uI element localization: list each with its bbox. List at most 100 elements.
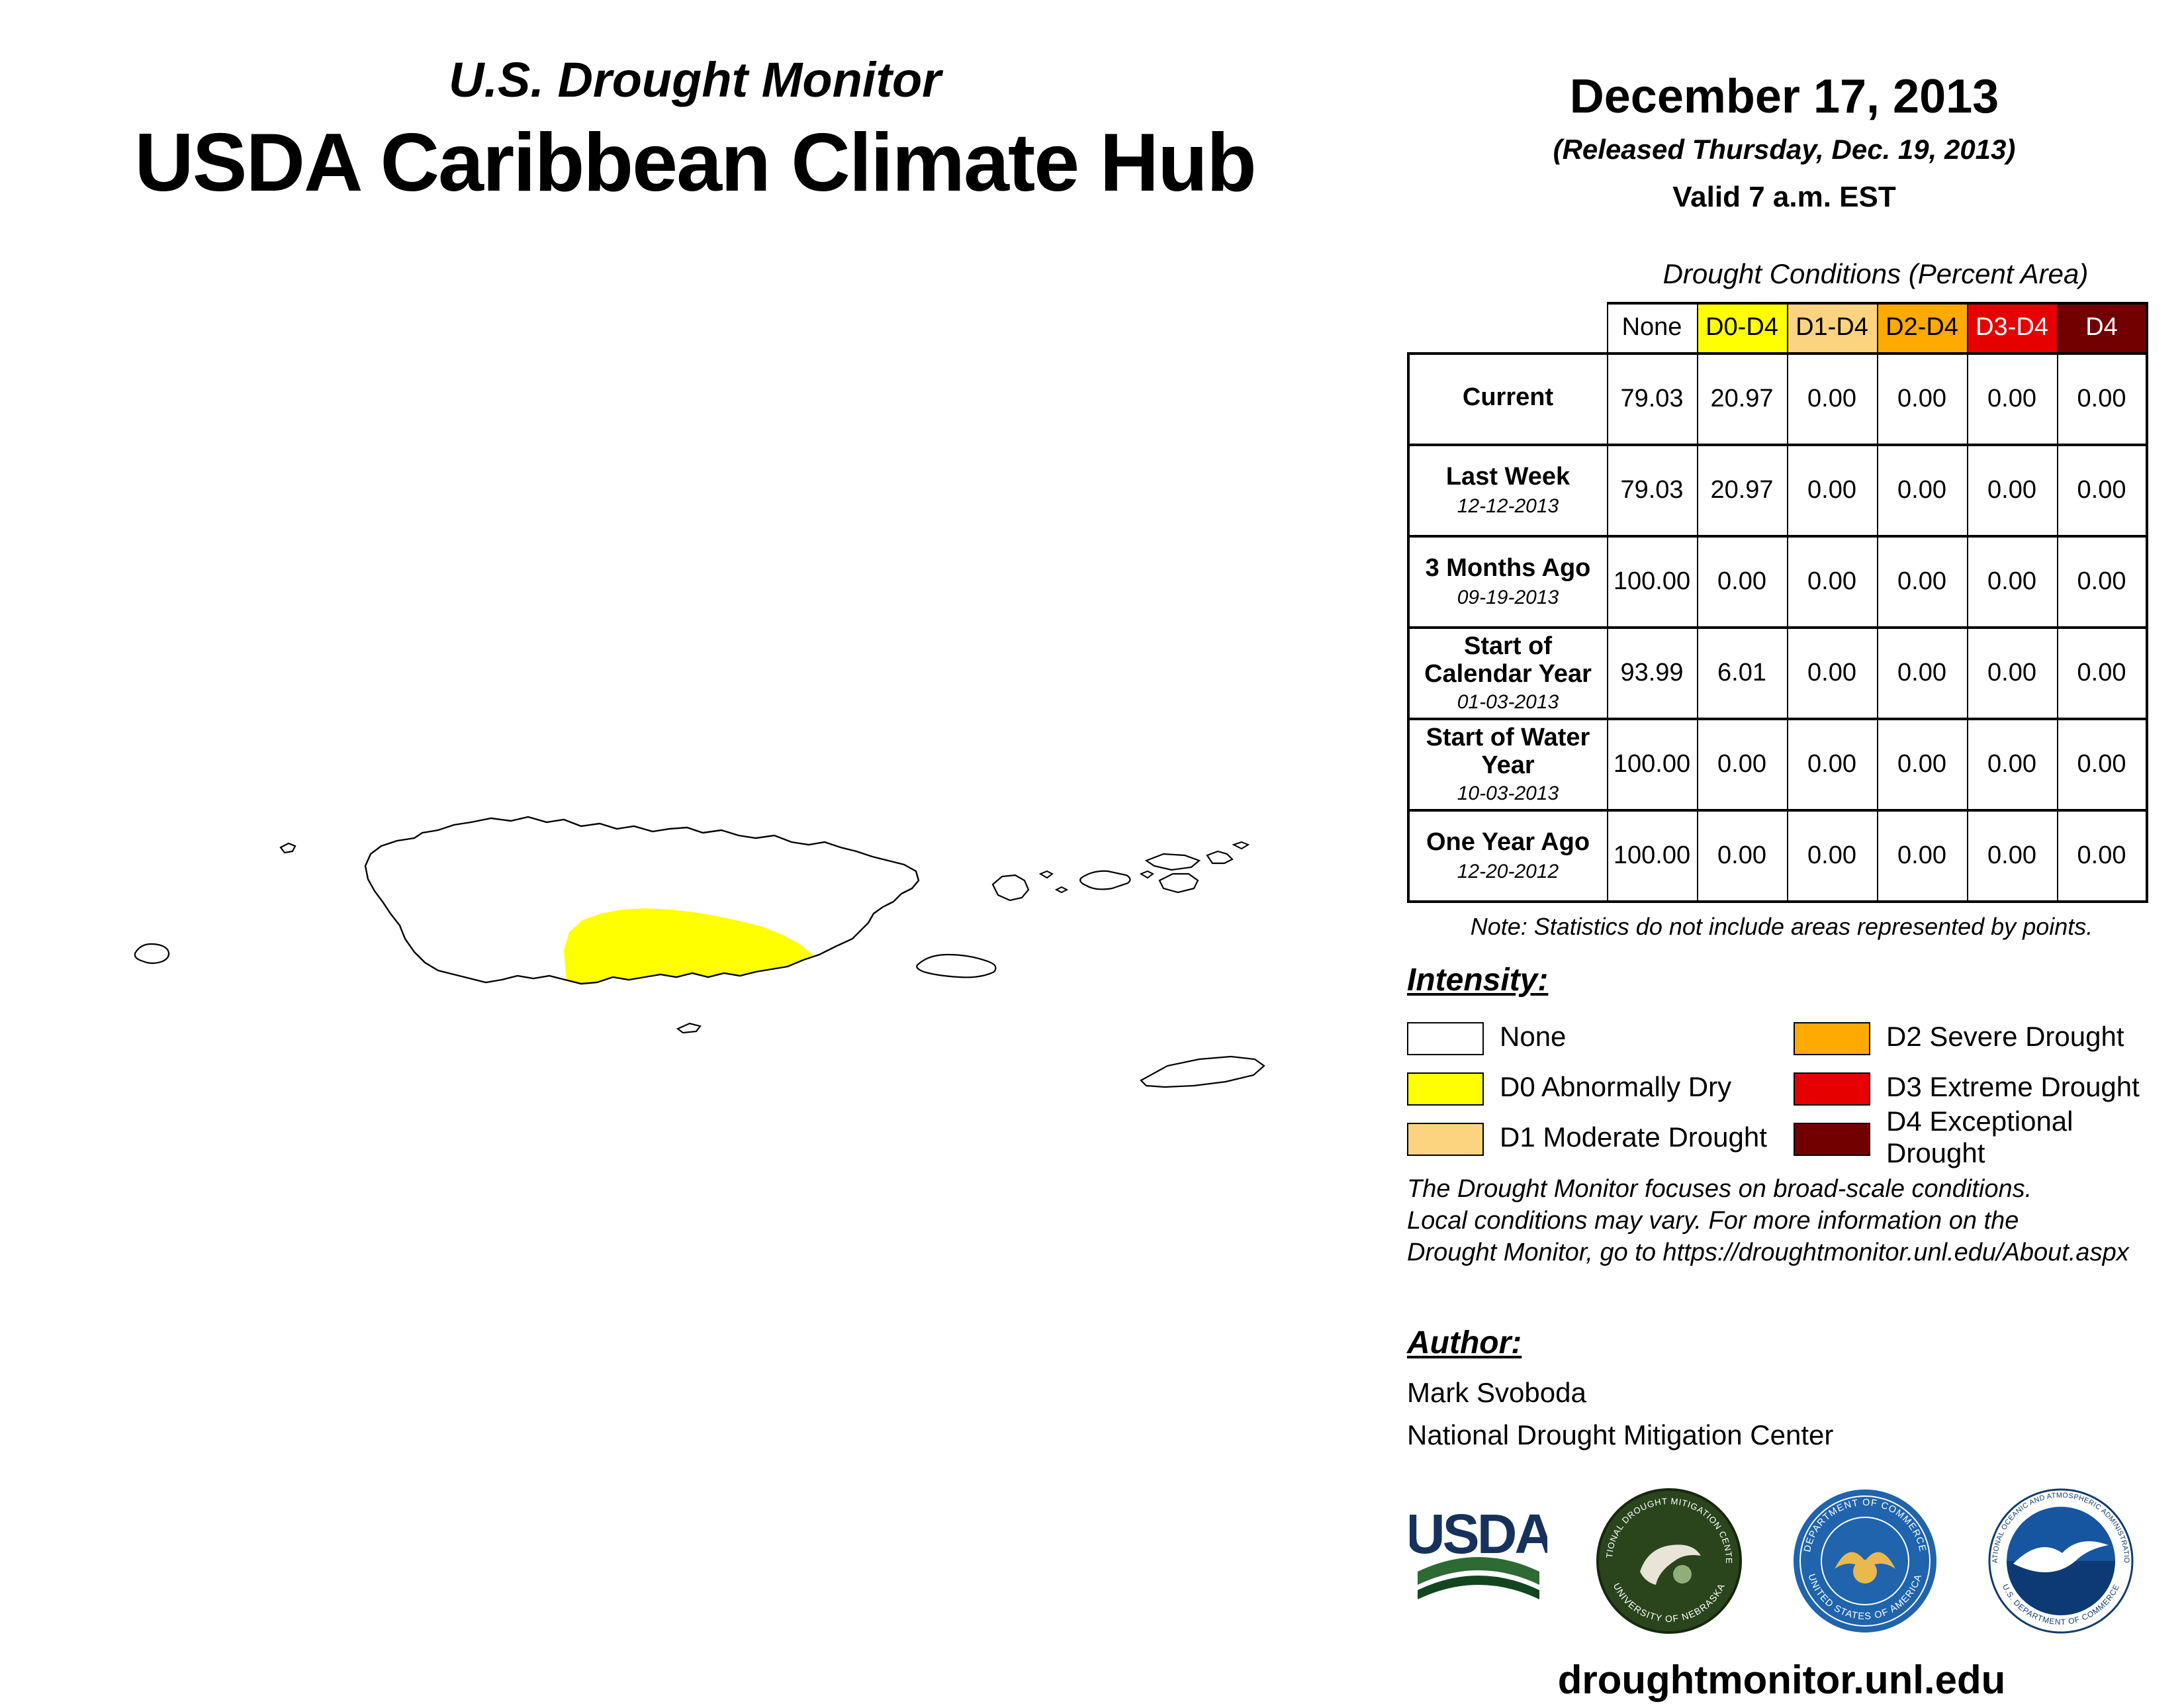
legend-label: D0 Abnormally Dry bbox=[1500, 1072, 1732, 1103]
small-cay bbox=[1139, 870, 1154, 879]
table-row: Start of Water Year 10-03-2013 100.00 0.… bbox=[1407, 718, 2148, 811]
noaa-logo: NATIONAL OCEANIC AND ATMOSPHERIC ADMINIS… bbox=[1987, 1487, 2134, 1634]
caja-de-muertos-island bbox=[676, 1022, 702, 1034]
page-title: USDA Caribbean Climate Hub bbox=[134, 118, 1256, 209]
title-block: U.S. Drought Monitor USDA Caribbean Clim… bbox=[40, 53, 1350, 211]
table-cell: 0.00 bbox=[1876, 535, 1968, 628]
small-cay bbox=[1054, 886, 1069, 894]
row-label: Current bbox=[1407, 352, 1608, 446]
disclaimer-line: Local conditions may vary. For more info… bbox=[1407, 1207, 2019, 1235]
table-cell: 0.00 bbox=[1696, 809, 1788, 903]
legend-item: D3 Extreme Drought bbox=[1794, 1063, 2156, 1113]
table-cell: 0.00 bbox=[1696, 718, 1788, 811]
table-cell: 0.00 bbox=[1966, 718, 2058, 811]
column-header-d4: D4 bbox=[2056, 302, 2148, 354]
legend-swatch-d1 bbox=[1407, 1122, 1484, 1155]
svg-text:USDA: USDA bbox=[1410, 1503, 1547, 1565]
table-cell: 100.00 bbox=[1606, 718, 1698, 811]
table-cell: 0.00 bbox=[1786, 626, 1878, 720]
table-cell: 0.00 bbox=[1966, 535, 2058, 628]
row-label: Last Week 12-12-2013 bbox=[1407, 444, 1608, 537]
small-cay bbox=[1038, 870, 1054, 879]
disclaimer-line: The Drought Monitor focuses on broad-sca… bbox=[1407, 1176, 2032, 1204]
tortola-island bbox=[1144, 853, 1201, 871]
table-cell: 100.00 bbox=[1606, 535, 1698, 628]
table-row: Current 79.03 20.97 0.00 0.00 0.00 0.00 bbox=[1407, 352, 2148, 446]
legend-swatch-none bbox=[1407, 1021, 1484, 1055]
table-row: One Year Ago 12-20-2012 100.00 0.00 0.00… bbox=[1407, 809, 2148, 903]
row-label: Start of Water Year 10-03-2013 bbox=[1407, 718, 1608, 811]
footer-url: droughtmonitor.unl.edu bbox=[1557, 1659, 2006, 1703]
column-header-d1-d4: D1-D4 bbox=[1786, 302, 1878, 354]
st-croix-island bbox=[1140, 1055, 1265, 1088]
row-label: Start of Calendar Year 01-03-2013 bbox=[1407, 626, 1608, 720]
table-cell: 20.97 bbox=[1696, 352, 1788, 446]
legend-label: D2 Severe Drought bbox=[1886, 1022, 2124, 1053]
legend-label: D3 Extreme Drought bbox=[1886, 1072, 2140, 1103]
legend-item: D4 Exceptional Drought bbox=[1794, 1107, 2156, 1169]
valid-time: Valid 7 a.m. EST bbox=[1672, 180, 1896, 213]
table-cell: 93.99 bbox=[1606, 626, 1698, 720]
stats-panel: Drought Conditions (Percent Area) None D… bbox=[1407, 260, 2156, 1704]
table-cell: 0.00 bbox=[1786, 535, 1878, 628]
report-supertitle: U.S. Drought Monitor bbox=[449, 53, 941, 107]
table-cell: 0.00 bbox=[1876, 809, 1968, 903]
author-name: Mark Svoboda bbox=[1407, 1378, 1586, 1409]
table-cell: 100.00 bbox=[1606, 809, 1698, 903]
legend-swatch-d0 bbox=[1407, 1072, 1484, 1105]
author-title: Author: bbox=[1407, 1325, 1522, 1361]
legend-item: D2 Severe Drought bbox=[1794, 1013, 2156, 1063]
author-organization: National Drought Mitigation Center bbox=[1407, 1421, 1834, 1451]
row-label: One Year Ago 12-20-2012 bbox=[1407, 809, 1608, 903]
column-header-d2-d4: D2-D4 bbox=[1876, 302, 1968, 354]
released-date: (Released Thursday, Dec. 19, 2013) bbox=[1553, 135, 2016, 166]
intensity-legend: None D0 Abnormally Dry D1 Moderate Droug… bbox=[1407, 1013, 2156, 1169]
logo-row: USDA NATIONAL DROUGHT MITIGATION CENTER … bbox=[1410, 1487, 2156, 1635]
legend-label: D1 Moderate Drought bbox=[1500, 1123, 1767, 1153]
table-cell: 20.97 bbox=[1696, 444, 1788, 537]
column-header-d3-d4: D3-D4 bbox=[1966, 302, 2058, 354]
table-row: 3 Months Ago 09-19-2013 100.00 0.00 0.00… bbox=[1407, 535, 2148, 628]
table-cell: 79.03 bbox=[1606, 352, 1698, 446]
table-cell: 0.00 bbox=[2056, 626, 2148, 720]
disclaimer: The Drought Monitor focuses on broad-sca… bbox=[1407, 1174, 2156, 1270]
vieques-island bbox=[916, 953, 997, 978]
table-title: Drought Conditions (Percent Area) bbox=[1662, 260, 2089, 290]
virgin-gorda-island bbox=[1206, 850, 1234, 865]
table-cell: 0.00 bbox=[2056, 444, 2148, 537]
table-cell: 0.00 bbox=[1786, 352, 1878, 446]
table-cell: 0.00 bbox=[1786, 718, 1878, 811]
column-header-none: None bbox=[1606, 302, 1698, 354]
table-cell: 0.00 bbox=[1876, 718, 1968, 811]
desecheo-island bbox=[279, 842, 296, 854]
table-cell: 0.00 bbox=[1966, 626, 2058, 720]
table-cell: 0.00 bbox=[1876, 444, 1968, 537]
table-cell: 0.00 bbox=[1876, 626, 1968, 720]
table-cell: 0.00 bbox=[2056, 809, 2148, 903]
legend-item: None bbox=[1407, 1013, 1794, 1063]
legend-item: D0 Abnormally Dry bbox=[1407, 1063, 1794, 1113]
legend-label: None bbox=[1500, 1022, 1567, 1053]
ndmc-logo: NATIONAL DROUGHT MITIGATION CENTER UNIVE… bbox=[1595, 1487, 1742, 1634]
legend-item: D1 Moderate Drought bbox=[1407, 1113, 1794, 1164]
table-cell: 0.00 bbox=[2056, 535, 2148, 628]
date-block: December 17, 2013 (Released Thursday, De… bbox=[1453, 69, 2115, 214]
st-thomas-island bbox=[1079, 870, 1131, 890]
table-header-row: None D0-D4 D1-D4 D2-D4 D3-D4 D4 bbox=[1408, 302, 2148, 354]
legend-swatch-d3 bbox=[1794, 1072, 1870, 1105]
table-cell: 0.00 bbox=[1966, 444, 2058, 537]
drought-table: None D0-D4 D1-D4 D2-D4 D3-D4 D4 Current … bbox=[1407, 302, 2148, 903]
column-header-d0-d4: D0-D4 bbox=[1696, 302, 1788, 354]
anegada-island bbox=[1232, 841, 1250, 850]
table-row: Start of Calendar Year 01-03-2013 93.99 … bbox=[1407, 626, 2148, 720]
mona-island bbox=[134, 943, 170, 965]
table-cell: 0.00 bbox=[1966, 352, 2058, 446]
legend-swatch-d2 bbox=[1794, 1021, 1870, 1055]
st-john-island bbox=[1158, 873, 1199, 894]
report-date: December 17, 2013 bbox=[1569, 69, 1999, 123]
table-cell: 0.00 bbox=[1786, 444, 1878, 537]
disclaimer-line: Drought Monitor, go to https://droughtmo… bbox=[1407, 1239, 2129, 1267]
legend-label: D4 Exceptional Drought bbox=[1886, 1107, 2073, 1169]
table-cell: 0.00 bbox=[1876, 352, 1968, 446]
